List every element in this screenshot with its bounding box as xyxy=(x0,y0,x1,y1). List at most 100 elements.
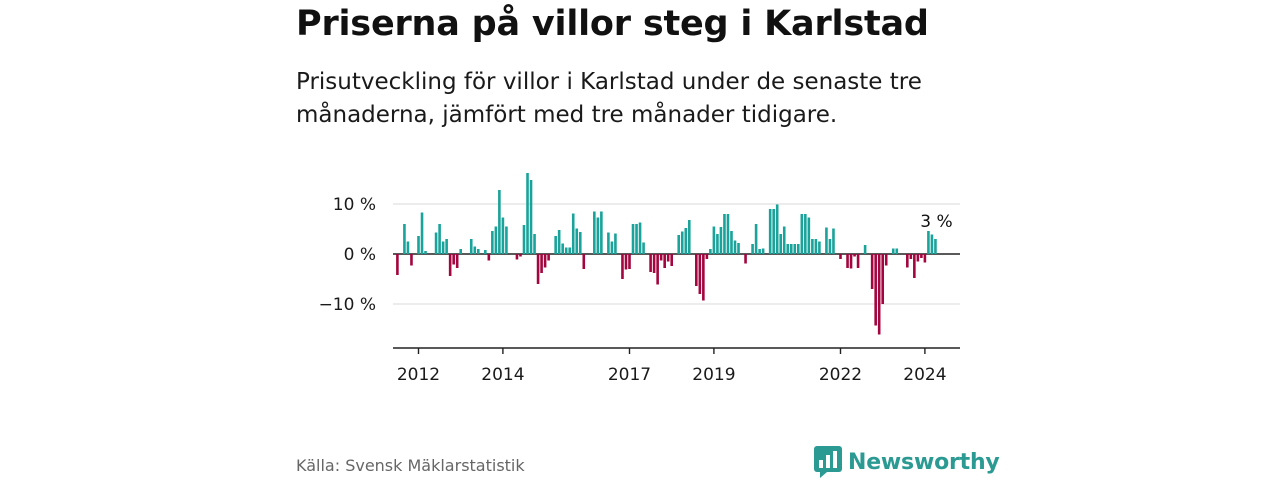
bars xyxy=(396,173,937,335)
bar xyxy=(410,254,413,266)
bar xyxy=(649,254,652,272)
bar xyxy=(452,254,455,265)
bar xyxy=(455,254,459,268)
bar xyxy=(491,231,494,254)
bar xyxy=(540,254,543,273)
bar xyxy=(881,254,884,304)
x-tick-label: 2024 xyxy=(903,365,946,385)
bar xyxy=(775,204,779,254)
bar xyxy=(610,241,614,254)
bar xyxy=(884,254,888,266)
bar xyxy=(839,254,842,259)
bar xyxy=(568,247,572,254)
bar xyxy=(536,254,540,284)
bar xyxy=(779,234,783,254)
bar xyxy=(744,254,747,264)
bar xyxy=(571,213,575,254)
bar xyxy=(761,248,765,254)
bar xyxy=(614,233,617,254)
bar xyxy=(448,254,452,276)
bar xyxy=(811,239,814,254)
bar xyxy=(709,249,712,254)
bar xyxy=(593,211,596,254)
bar xyxy=(441,241,445,254)
bar xyxy=(853,254,856,257)
bar xyxy=(782,226,786,254)
bar xyxy=(533,234,536,254)
bar xyxy=(484,250,487,254)
labels: 10 % 0 % −10 % 2012 2014 2017 2019 2022 2024 3 % xyxy=(319,195,953,385)
bar xyxy=(927,231,930,254)
bar xyxy=(642,242,645,254)
bar xyxy=(501,217,505,254)
x-tick-label: 2022 xyxy=(819,365,862,385)
bar xyxy=(909,254,913,259)
x-tick-label: 2019 xyxy=(692,365,735,385)
bar xyxy=(877,254,881,335)
bar xyxy=(849,254,853,269)
bar xyxy=(438,224,441,254)
bar xyxy=(554,236,557,254)
y-tick-label: 0 % xyxy=(344,245,376,265)
bar xyxy=(557,230,561,254)
bar xyxy=(797,244,800,254)
bar xyxy=(768,209,772,254)
bar xyxy=(543,254,547,268)
source-note: Källa: Svensk Mäklarstatistik xyxy=(296,456,525,475)
bar xyxy=(670,254,673,266)
bar xyxy=(804,214,807,254)
bar xyxy=(730,231,733,254)
bar xyxy=(628,254,631,269)
bar xyxy=(652,254,656,273)
bar xyxy=(638,222,642,254)
bar xyxy=(417,236,420,254)
bar xyxy=(719,227,723,254)
x-tick-label: 2012 xyxy=(397,365,440,385)
bar xyxy=(800,214,804,254)
bar xyxy=(920,254,923,258)
bar xyxy=(519,254,522,257)
bar xyxy=(406,241,410,254)
bar xyxy=(473,246,477,254)
brand-logo: Newsworthy xyxy=(814,446,1000,478)
x-tick-label: 2014 xyxy=(481,365,524,385)
bar xyxy=(698,254,702,294)
bar xyxy=(712,226,716,254)
bar xyxy=(659,254,663,261)
bar xyxy=(895,248,899,254)
last-value-annotation: 3 % xyxy=(920,212,952,232)
bar xyxy=(666,254,670,262)
bar xyxy=(754,224,758,254)
bar xyxy=(526,173,529,254)
bar xyxy=(772,209,775,254)
bar xyxy=(600,211,603,254)
brand-name: Newsworthy xyxy=(848,449,1000,475)
bar xyxy=(469,239,473,254)
bar xyxy=(677,235,681,254)
bar xyxy=(934,239,937,254)
bar xyxy=(515,254,519,260)
y-tick-label: 10 % xyxy=(333,195,376,215)
bar xyxy=(635,224,638,254)
bar xyxy=(663,254,666,268)
bar xyxy=(420,212,424,254)
bar xyxy=(814,239,818,254)
bar xyxy=(863,245,867,254)
bar xyxy=(723,214,726,254)
bar xyxy=(434,232,438,254)
bar xyxy=(891,248,895,254)
bar xyxy=(621,254,624,279)
bar xyxy=(733,240,737,254)
bar xyxy=(624,254,628,270)
axes xyxy=(393,347,960,354)
bar xyxy=(529,180,533,254)
bar xyxy=(789,244,793,254)
price-change-bar-chart: 10 % 0 % −10 % 2012 2014 2017 2019 2022 2024 3 % xyxy=(319,173,960,385)
bar xyxy=(737,243,740,254)
bar xyxy=(424,251,427,254)
bar xyxy=(807,217,811,254)
bar xyxy=(564,247,568,254)
bar xyxy=(906,254,909,268)
bar xyxy=(596,217,600,254)
bar xyxy=(702,254,705,301)
